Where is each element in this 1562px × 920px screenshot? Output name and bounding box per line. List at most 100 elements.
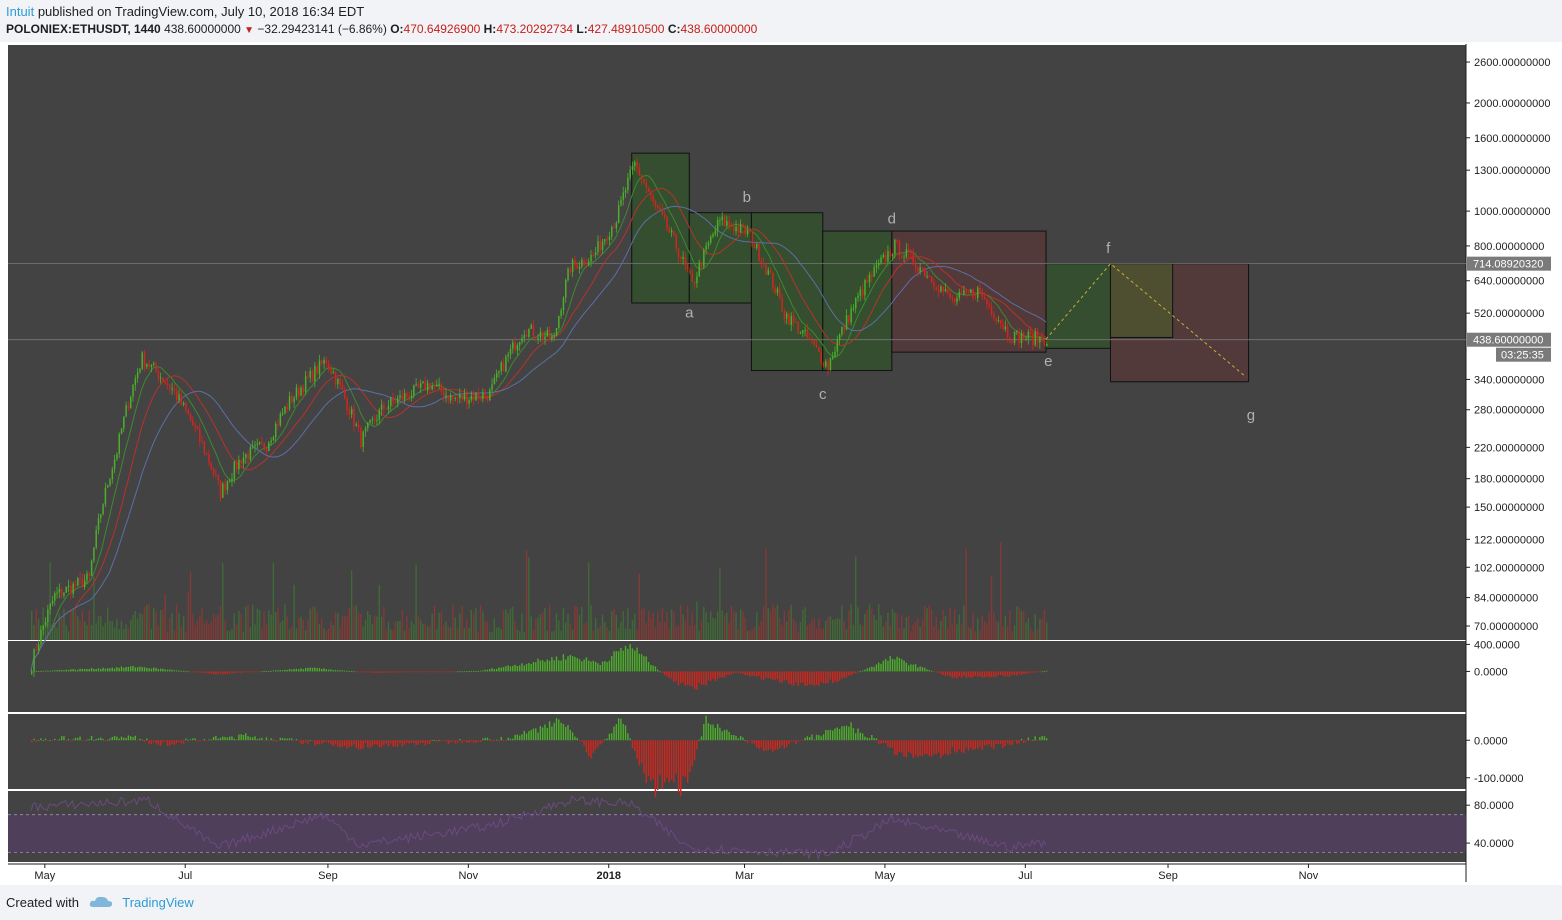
- momentum-bar: [390, 740, 392, 744]
- volume-bar: [733, 611, 735, 640]
- volume-bar: [150, 629, 153, 640]
- candle-body: [972, 289, 974, 298]
- momentum-bar: [891, 740, 894, 748]
- candle-body: [541, 331, 544, 339]
- macd-bar: [429, 671, 431, 673]
- momentum-bar: [153, 740, 155, 742]
- volume-bar: [555, 613, 558, 640]
- macd-bar: [647, 661, 650, 672]
- momentum-bar: [449, 740, 452, 743]
- momentum-bar: [369, 740, 371, 748]
- volume-bar: [861, 626, 864, 640]
- momentum-bar: [680, 740, 682, 797]
- candle-body: [199, 428, 201, 441]
- volume-bar: [288, 629, 291, 640]
- candle-body: [636, 162, 638, 168]
- momentum-bar: [889, 740, 891, 748]
- momentum-bar: [627, 733, 629, 741]
- momentum-bar: [164, 740, 166, 742]
- macd-bar: [905, 662, 908, 672]
- momentum-bar: [123, 737, 125, 741]
- volume-bar: [180, 625, 183, 640]
- momentum-bar: [288, 738, 291, 741]
- candle-body: [673, 230, 675, 236]
- momentum-bar: [866, 737, 868, 741]
- wave-box-d[interactable]: [822, 230, 893, 372]
- volume-bar: [291, 626, 293, 640]
- momentum-bar: [440, 740, 443, 742]
- price-tick-label: 150.00000000: [1474, 502, 1544, 514]
- volume-bar: [583, 624, 585, 640]
- momentum-bar: [726, 729, 728, 741]
- momentum-bar: [249, 737, 252, 741]
- symbol-label[interactable]: POLONIEX:ETHUSDT, 1440: [6, 22, 161, 36]
- volume-bar: [111, 620, 113, 640]
- volume-bar: [203, 623, 206, 640]
- macd-bar: [590, 661, 592, 672]
- momentum-bar: [592, 740, 595, 753]
- macd-bar: [171, 669, 173, 672]
- candle-body: [937, 289, 940, 292]
- volume-bar: [116, 618, 118, 640]
- macd-bar: [935, 671, 937, 673]
- momentum-bar: [348, 740, 351, 747]
- macd-bar: [42, 670, 44, 672]
- candle-body: [54, 593, 56, 601]
- momentum-pane[interactable]: [8, 714, 1466, 789]
- candle-body: [928, 276, 931, 278]
- momentum-bar: [917, 740, 919, 758]
- wave-overlap-box[interactable]: [1109, 263, 1174, 338]
- volume-bar: [199, 616, 201, 640]
- macd-bar: [516, 666, 519, 672]
- volume-bar: [661, 608, 664, 640]
- candle-body: [194, 425, 196, 428]
- candle-body: [484, 392, 486, 396]
- candle-body: [643, 179, 645, 183]
- wave-box-f[interactable]: [1045, 263, 1111, 349]
- macd-bar: [132, 665, 134, 672]
- macd-bar: [443, 671, 445, 673]
- candle-body: [261, 442, 263, 444]
- tradingview-brand-link[interactable]: TradingView: [122, 895, 194, 910]
- candle-body: [222, 483, 224, 498]
- author-link[interactable]: Intuit: [6, 4, 35, 19]
- candle-body: [767, 270, 770, 275]
- candle-body: [148, 364, 150, 367]
- momentum-bar: [615, 724, 618, 741]
- candle-body: [1020, 333, 1023, 344]
- time-tick-label: Jul: [178, 870, 192, 882]
- momentum-bar: [974, 740, 977, 750]
- projection-path[interactable]: [1045, 262, 1247, 378]
- candle-body: [240, 459, 242, 464]
- volume-bar: [205, 620, 208, 640]
- volume-bar: [597, 628, 599, 640]
- macd-bar: [942, 671, 944, 676]
- candle-body: [136, 372, 139, 379]
- candle-body: [714, 230, 717, 235]
- candle-body: [116, 453, 118, 460]
- macd-pane[interactable]: [8, 641, 1466, 712]
- volume-bar: [392, 629, 394, 640]
- macd-bar: [201, 671, 203, 673]
- candle-body: [217, 474, 219, 481]
- candle-body: [401, 395, 404, 400]
- candle-body: [47, 609, 49, 622]
- macd-bar: [645, 656, 647, 672]
- wave-label-a: a: [685, 305, 694, 322]
- candle-body: [155, 363, 157, 372]
- momentum-bar: [31, 740, 33, 743]
- volume-bar: [760, 620, 763, 640]
- momentum-bar: [452, 740, 454, 742]
- wave-box-c[interactable]: [750, 212, 824, 372]
- volume-bar: [438, 612, 440, 640]
- macd-bar: [424, 671, 426, 673]
- volume-bar: [841, 604, 843, 640]
- momentum-bar: [254, 736, 256, 741]
- macd-bar: [364, 671, 367, 673]
- wave-box-e[interactable]: [891, 230, 1047, 353]
- macd-bar: [194, 671, 196, 673]
- candle-body: [433, 385, 436, 387]
- macd-bar: [159, 668, 162, 672]
- volume-bar: [970, 628, 972, 640]
